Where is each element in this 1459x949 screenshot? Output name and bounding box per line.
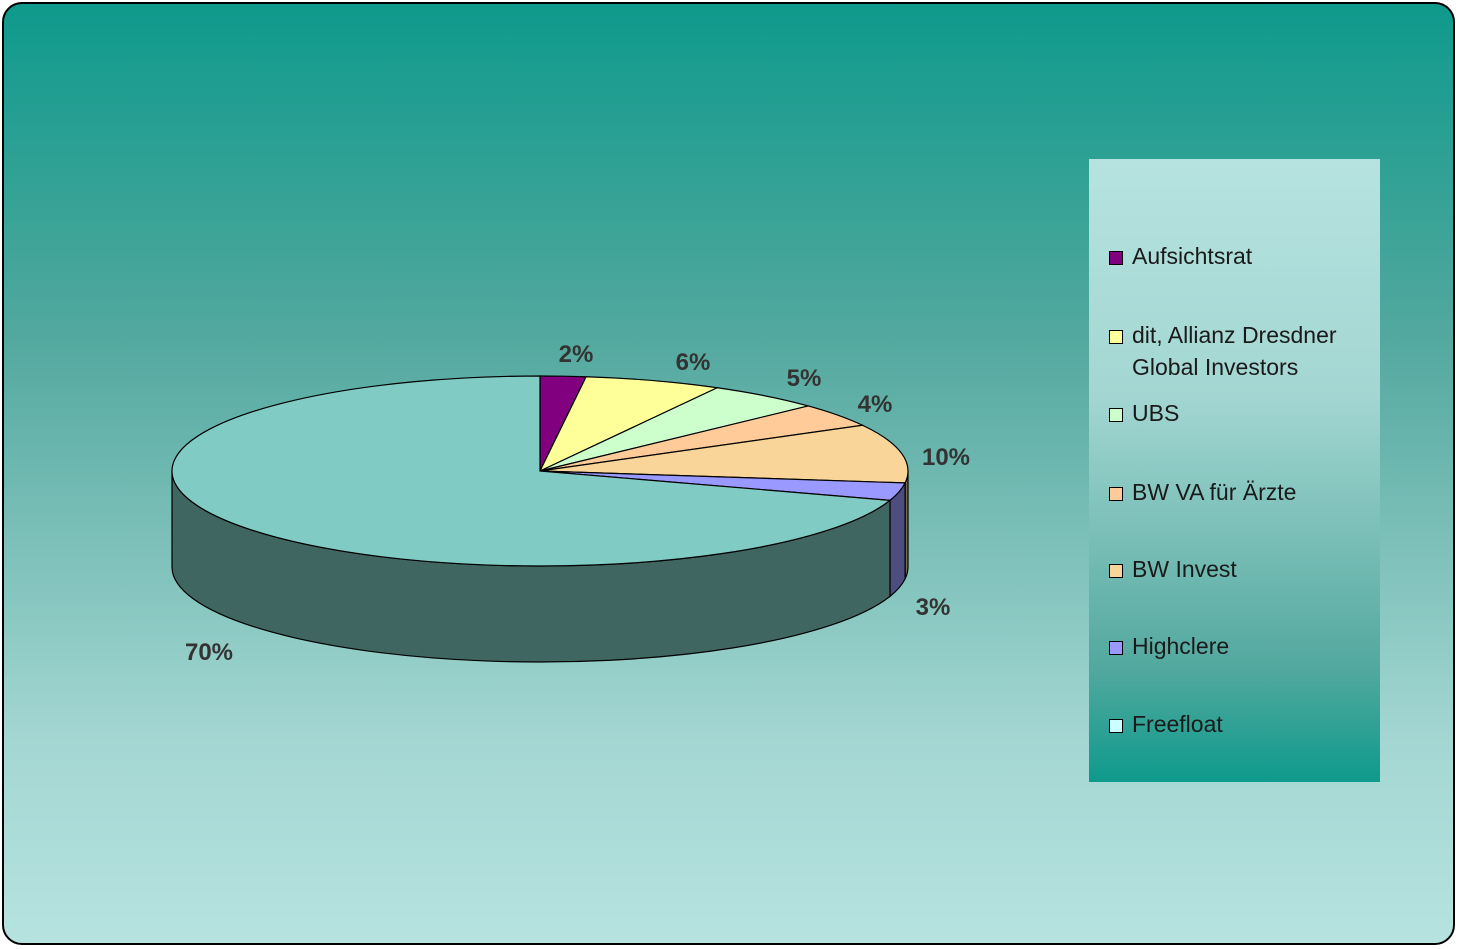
legend-swatch (1109, 487, 1123, 501)
legend-item-highclere: Highclere (1109, 630, 1382, 662)
legend-label: dit, Allianz Dresdner Global Investors (1132, 322, 1337, 380)
legend-swatch (1109, 251, 1123, 265)
legend-swatch (1109, 719, 1123, 733)
legend-label: Highclere (1132, 633, 1230, 659)
data-label-1: 6% (676, 349, 711, 376)
legend-item-bw-invest: BW Invest (1109, 553, 1382, 585)
pie-chart: 2% 6% 5% 4% 10% 3% 70% (171, 341, 970, 666)
data-label-6: 70% (185, 639, 233, 666)
legend-item-freefloat: Freefloat (1109, 708, 1382, 740)
legend-item-bw-va: BW VA für Ärzte (1109, 476, 1382, 508)
pie-slice-4 (539, 424, 909, 484)
legend-item-dit-allianz: dit, Allianz Dresdner Global Investors (1109, 319, 1382, 383)
legend-label: BW Invest (1132, 556, 1237, 582)
legend-label: Freefloat (1132, 711, 1223, 737)
legend-label: Aufsichtsrat (1132, 243, 1253, 269)
data-label-3: 4% (858, 391, 893, 418)
legend-swatch (1109, 408, 1123, 422)
legend-swatch (1109, 641, 1123, 655)
legend-label: UBS (1132, 400, 1180, 426)
pie-slice-6 (171, 375, 892, 567)
legend-label: BW VA für Ärzte (1132, 479, 1297, 505)
pie-slice-1 (538, 376, 720, 473)
data-label-2: 5% (787, 365, 822, 392)
pie-side-5 (889, 482, 906, 598)
legend-swatch (1109, 330, 1123, 344)
data-label-5: 3% (916, 594, 951, 621)
data-label-4: 10% (922, 444, 970, 471)
legend-swatch (1109, 564, 1123, 578)
data-label-0: 2% (559, 341, 594, 368)
legend-item-ubs: UBS (1109, 397, 1382, 429)
legend: Aufsichtsrat dit, Allianz Dresdner Globa… (1089, 159, 1380, 782)
legend-item-aufsichtsrat: Aufsichtsrat (1109, 240, 1382, 272)
